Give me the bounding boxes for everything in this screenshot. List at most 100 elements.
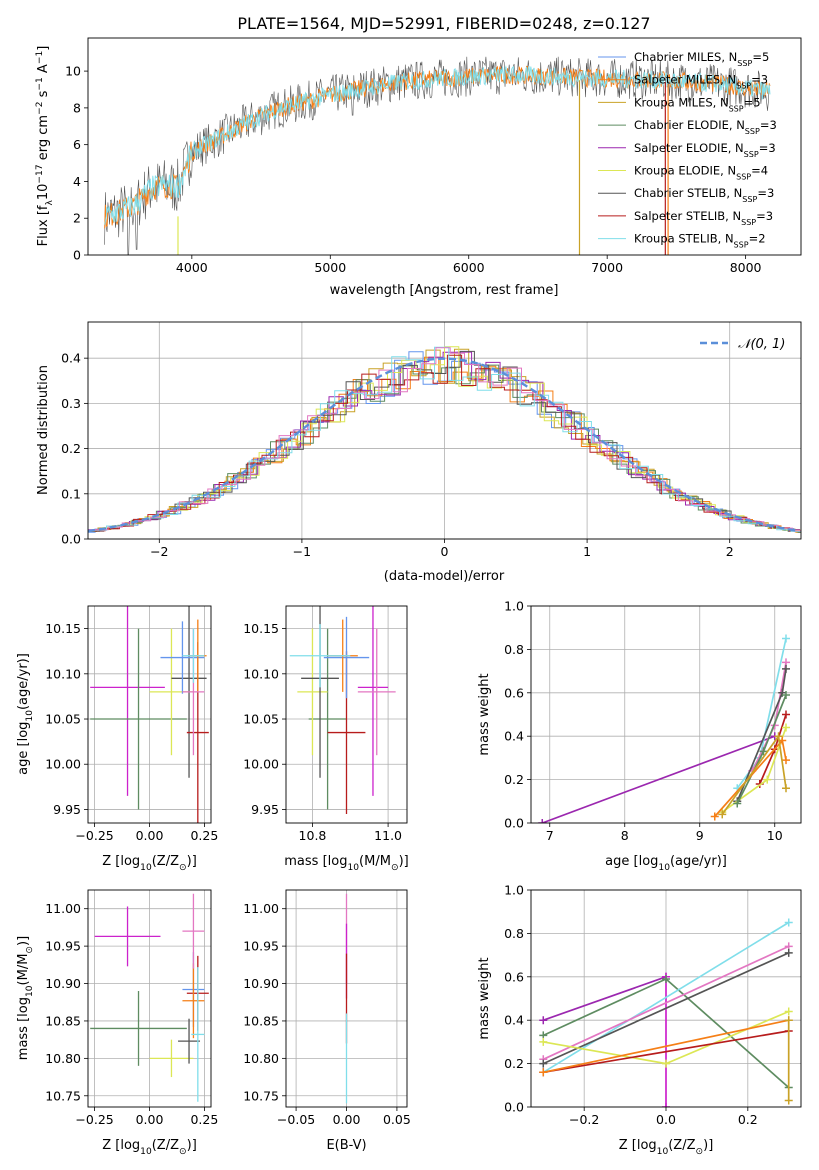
y-tick-label: 0.0 (504, 816, 524, 831)
weight-marker (782, 784, 790, 793)
label-part: ( (16, 705, 31, 710)
weight-line (543, 975, 667, 1022)
y-tick-label: 8 (73, 100, 81, 115)
label-part: )] (703, 1138, 713, 1153)
y-tick-label: 10.15 (45, 621, 81, 636)
x-axis-label: Z [log10(Z/Z⊙)] (619, 1138, 714, 1157)
legend-label: Salpeter ELODIE, NSSP=3 (634, 141, 776, 159)
label-part: 10 (36, 184, 51, 201)
spectrum-line (104, 65, 771, 225)
plot-area (539, 918, 793, 1107)
label-part: Z [log (619, 1138, 657, 1153)
y-tick-label: 0.8 (504, 642, 524, 657)
y-tick-label: 0.1 (61, 486, 81, 501)
y-tick-label: 10.80 (243, 1051, 279, 1066)
label-part: )] (187, 1138, 197, 1153)
x-tick-label: −2 (150, 544, 168, 559)
legend-label: Chabrier STELIB, NSSP=3 (634, 186, 774, 204)
x-axis-label: age [log10(age/yr)] (605, 854, 727, 873)
y-tick-label: 4 (73, 174, 81, 189)
x-tick-label: 0.25 (190, 828, 218, 843)
label-part: ⊙ (179, 863, 187, 873)
weight-marker (539, 1016, 548, 1025)
x-tick-label: 7000 (591, 260, 623, 275)
weight-marker (539, 1068, 548, 1077)
gaussian-reference (88, 357, 799, 533)
plot-area (538, 634, 790, 823)
legend-label: Kroupa ELODIE, NSSP=4 (634, 164, 768, 182)
legend-label: Salpeter STELIB, NSSP=3 (634, 209, 773, 227)
weight-marker (759, 747, 768, 756)
label-part: −1 (35, 77, 45, 90)
y-axis-label: mass weight (477, 673, 492, 755)
label-part: 10 (25, 985, 35, 997)
legend-label: Salpeter MILES, NSSP=3 (634, 73, 768, 91)
x-tick-label: 0.00 (136, 1112, 164, 1127)
histogram-step (92, 346, 801, 532)
label-part: mass [log (16, 997, 31, 1060)
x-tick-label: 7 (546, 828, 554, 843)
label-part: Z [log (102, 1138, 140, 1153)
label-part: erg cm (36, 115, 51, 164)
label-part: )] (187, 854, 197, 869)
y-tick-label: 0.2 (504, 772, 524, 787)
label-part: Kroupa MILES, (634, 95, 720, 109)
weight-marker (784, 1016, 793, 1025)
label-part: SSP (744, 149, 759, 158)
label-part: =3 (751, 73, 768, 87)
y-tick-label: 10.95 (45, 939, 81, 954)
y-tick-label: 10.15 (243, 621, 279, 636)
y-tick-label: 2 (73, 211, 81, 226)
label-part: age [log (16, 722, 31, 775)
legend-label: Kroupa MILES, NSSP=5 (634, 95, 761, 113)
y-tick-label: 9.95 (53, 802, 81, 817)
label-part: −17 (35, 164, 45, 183)
label-part: N (720, 95, 729, 109)
x-tick-label: −0.2 (569, 1112, 599, 1127)
y-tick-label: 0.6 (504, 969, 524, 984)
plot-mass_vs_ebv: −0.05 0.00 0.05 10.75 10.80 10.85 10.90 10.95 11… (243, 889, 411, 1153)
weight-marker (539, 1059, 548, 1068)
legend-label: Chabrier ELODIE, NSSP=3 (634, 118, 777, 136)
plot-massweight_vs_Z: −0.2 0.0 0.2 0.0 0.2 0.4 0.6 0.8 1.0 Z [log10(Z/Z… (477, 883, 802, 1157)
y-tick-label: 1.0 (504, 883, 524, 898)
y-tick-label: 10.05 (45, 712, 81, 727)
label-part: (M/M (16, 954, 31, 986)
weight-line (542, 921, 790, 1074)
x-tick-label: 11.0 (374, 828, 402, 843)
label-part: 10 (657, 1147, 669, 1157)
x-tick-label: −0.05 (277, 1112, 315, 1127)
axes-frame (87, 605, 212, 824)
weight-marker (774, 732, 783, 741)
label-part: 10 (140, 1147, 152, 1157)
label-part: (M/M (359, 854, 391, 869)
x-tick-label: −0.25 (75, 828, 113, 843)
plot-age_vs_mass: 10.8 11.0 9.95 10.00 10.05 10.10 10.15 mass [lo… (243, 605, 409, 873)
axes-frame (530, 889, 802, 1108)
label-part: (age/yr)] (670, 854, 727, 869)
y-tick-label: 10.10 (243, 666, 279, 681)
label-part: Chabrier MILES, (634, 50, 729, 64)
label-part: =3 (760, 118, 777, 132)
weight-marker (784, 948, 793, 957)
label-part: Flux [f (36, 205, 51, 246)
label-part: N (735, 141, 744, 155)
y-tick-label: 10.80 (45, 1051, 81, 1066)
label-part: =5 (744, 95, 761, 109)
label-part: Chabrier ELODIE, (634, 118, 736, 132)
label-part: Kroupa STELIB, (634, 232, 725, 246)
y-tick-label: 0 (73, 248, 81, 263)
label-part: mass [log (284, 854, 347, 869)
weight-marker (782, 723, 790, 732)
label-part: (Z/Z (152, 1138, 179, 1153)
weight-line (542, 945, 790, 1061)
y-tick-label: 0.4 (61, 351, 81, 366)
plot-area (88, 346, 801, 533)
label-part: N (725, 232, 734, 246)
figure-title: PLATE=1564, MJD=52991, FIBERID=0248, z=0… (237, 14, 650, 33)
plot-area (90, 893, 209, 1102)
y-tick-label: 6 (73, 137, 81, 152)
label-part: )] (16, 653, 31, 663)
axes-frame (87, 37, 802, 256)
